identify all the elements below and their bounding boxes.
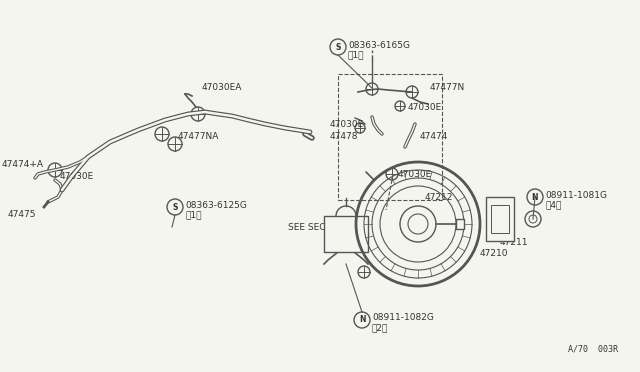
Text: 47475: 47475 — [8, 209, 36, 218]
Text: （1）: （1） — [185, 211, 202, 219]
Text: 47212: 47212 — [425, 192, 453, 202]
Bar — [324, 216, 368, 252]
Text: 47030EA: 47030EA — [202, 83, 243, 92]
Text: （4）: （4） — [545, 201, 561, 209]
Text: SEE SEC.460: SEE SEC.460 — [288, 222, 346, 231]
Text: S: S — [335, 42, 340, 51]
Bar — [486, 197, 514, 241]
Bar — [491, 205, 509, 233]
Text: 47210: 47210 — [480, 250, 509, 259]
Text: N: N — [532, 192, 538, 202]
Text: 47477NA: 47477NA — [178, 131, 220, 141]
Text: 08911-1082G: 08911-1082G — [372, 314, 434, 323]
Text: 47030E: 47030E — [60, 171, 94, 180]
Text: 08911-1081G: 08911-1081G — [545, 190, 607, 199]
Text: 47030E: 47030E — [330, 119, 364, 128]
Text: 47478: 47478 — [330, 131, 358, 141]
Bar — [456, 219, 464, 229]
Text: （1）: （1） — [348, 51, 365, 60]
Text: 47211: 47211 — [500, 237, 529, 247]
Text: 47474+A: 47474+A — [2, 160, 44, 169]
Text: N: N — [359, 315, 365, 324]
Text: 47030E: 47030E — [408, 103, 442, 112]
Text: 47030E: 47030E — [398, 170, 432, 179]
Text: 47477N: 47477N — [430, 83, 465, 92]
Text: 47474: 47474 — [420, 131, 449, 141]
Text: A/70  003R: A/70 003R — [568, 345, 618, 354]
Text: 08363-6165G: 08363-6165G — [348, 41, 410, 49]
Text: （2）: （2） — [372, 324, 388, 333]
Text: 08363-6125G: 08363-6125G — [185, 201, 247, 209]
Text: S: S — [172, 202, 178, 212]
